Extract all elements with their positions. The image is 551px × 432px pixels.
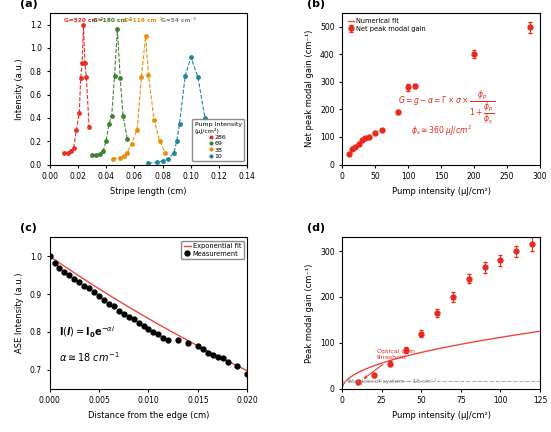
X-axis label: Distance from the edge (cm): Distance from the edge (cm) — [88, 411, 209, 420]
Measurement — [185, 341, 191, 346]
Measurement — [121, 311, 127, 316]
Exponential fit — [54, 259, 61, 264]
Text: G=180 cm⁻¹: G=180 cm⁻¹ — [93, 18, 133, 23]
Measurement — [111, 304, 117, 309]
Measurement — [91, 289, 98, 295]
Text: (a): (a) — [20, 0, 37, 9]
Exponential fit — [244, 368, 251, 373]
Legend: 286, 69, 38, 10: 286, 69, 38, 10 — [192, 119, 244, 162]
X-axis label: Pump intensity (μJ/cm²): Pump intensity (μJ/cm²) — [392, 411, 490, 420]
Text: (c): (c) — [20, 223, 37, 233]
Measurement — [195, 344, 201, 349]
Text: $\alpha \cong 18\ cm^{-1}$: $\alpha \cong 18\ cm^{-1}$ — [60, 350, 120, 363]
Numerical fit — [339, 5, 346, 10]
Measurement — [214, 354, 221, 359]
Line: Exponential fit: Exponential fit — [50, 256, 247, 371]
X-axis label: Pump intensity (μJ/cm²): Pump intensity (μJ/cm²) — [392, 187, 490, 196]
Exponential fit — [46, 254, 53, 259]
Exponential fit — [58, 262, 65, 267]
Text: (d): (d) — [307, 223, 325, 233]
Text: G=54 cm⁻¹: G=54 cm⁻¹ — [161, 18, 196, 23]
Measurement — [140, 323, 147, 328]
Exponential fit — [234, 363, 241, 368]
Measurement — [219, 356, 226, 361]
Exponential fit — [83, 278, 90, 283]
Text: $\phi_s \cong 360\ \mu J/cm^2$: $\phi_s \cong 360\ \mu J/cm^2$ — [412, 124, 473, 138]
Measurement — [106, 301, 112, 306]
Measurement — [209, 352, 216, 357]
Measurement — [155, 331, 161, 337]
Line: Measurement: Measurement — [47, 254, 250, 376]
Measurement — [135, 321, 142, 326]
Line: Numerical fit: Numerical fit — [343, 0, 540, 8]
Text: G=116 cm⁻¹: G=116 cm⁻¹ — [123, 18, 163, 23]
Measurement — [160, 335, 166, 340]
Measurement — [56, 265, 63, 270]
Measurement — [199, 346, 206, 352]
Text: G=520 cm⁻¹: G=520 cm⁻¹ — [64, 18, 103, 23]
Exponential fit — [99, 288, 106, 293]
Text: Optical gain
threshold: Optical gain threshold — [364, 349, 415, 378]
Measurement — [165, 338, 171, 343]
Measurement — [66, 273, 73, 278]
Measurement — [76, 280, 83, 285]
Y-axis label: ASE Intensity (a.u.): ASE Intensity (a.u.) — [15, 273, 24, 353]
Legend: Exponential fit, Measurement: Exponential fit, Measurement — [181, 241, 244, 259]
X-axis label: Stripe length (cm): Stripe length (cm) — [110, 187, 187, 196]
Legend: Numerical fit, Net peak modal gain: Numerical fit, Net peak modal gain — [345, 16, 428, 34]
Measurement — [96, 293, 102, 299]
Y-axis label: Peak modal gain (cm⁻¹): Peak modal gain (cm⁻¹) — [305, 264, 315, 363]
Measurement — [150, 329, 156, 334]
Measurement — [175, 337, 181, 342]
Y-axis label: Intensity (a.u.): Intensity (a.u.) — [15, 58, 24, 120]
Measurement — [46, 254, 53, 259]
Measurement — [51, 260, 58, 265]
Text: (b): (b) — [307, 0, 325, 9]
Y-axis label: Net peak modal gain (cm⁻¹): Net peak modal gain (cm⁻¹) — [305, 30, 315, 147]
Measurement — [204, 350, 211, 356]
Measurement — [234, 363, 241, 368]
Measurement — [116, 308, 122, 314]
Exponential fit — [227, 360, 234, 365]
Measurement — [224, 359, 231, 365]
Measurement — [131, 316, 137, 321]
Text: $\mathbf{I}(\boldsymbol{l}) = \mathbf{I_0}\mathbf{e}^{-\alpha l}$: $\mathbf{I}(\boldsymbol{l}) = \mathbf{I_… — [60, 324, 116, 340]
Measurement — [101, 298, 107, 303]
Measurement — [145, 327, 152, 332]
Text: $G = g - \alpha = \Gamma \times \sigma \times \dfrac{\phi_p}{1+\dfrac{\phi_p}{\p: $G = g - \alpha = \Gamma \times \sigma \… — [398, 89, 495, 126]
Measurement — [126, 314, 132, 319]
Measurement — [86, 286, 93, 291]
Text: Total loss of system ~ 18 cm⁻¹: Total loss of system ~ 18 cm⁻¹ — [346, 378, 436, 384]
Measurement — [61, 270, 68, 275]
Measurement — [244, 371, 251, 376]
Measurement — [81, 283, 88, 289]
Measurement — [71, 276, 78, 282]
